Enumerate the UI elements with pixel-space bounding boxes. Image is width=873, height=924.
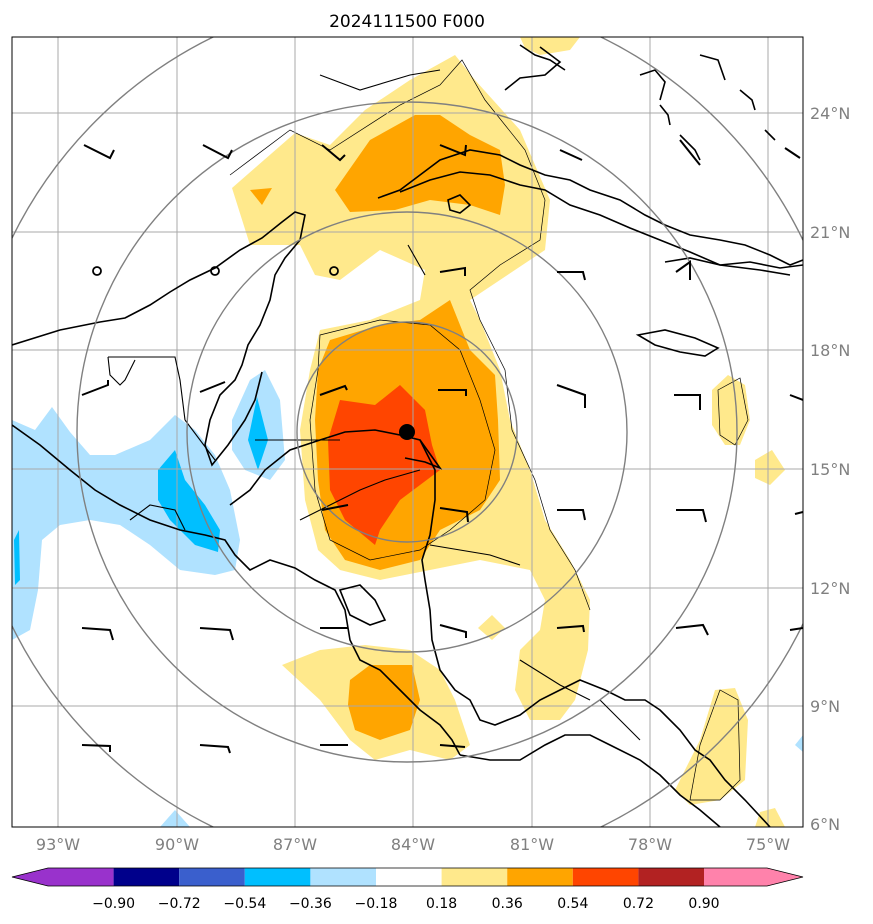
gulf-coast bbox=[504, 46, 562, 91]
x-tick-label: 75°W bbox=[746, 835, 790, 854]
map-frame bbox=[11, 36, 804, 828]
y-tick-label: 18°N bbox=[810, 341, 850, 360]
y-tick-label: 15°N bbox=[810, 460, 850, 479]
fill-level-neg018-bottom bbox=[160, 810, 190, 827]
x-tick-label: 84°W bbox=[391, 835, 435, 854]
colorbar-tick-label: −0.54 bbox=[223, 896, 266, 912]
cuba-coast bbox=[377, 149, 803, 266]
colorbar-tick-label: −0.90 bbox=[92, 896, 135, 912]
fill-level-018-far-se bbox=[675, 688, 748, 805]
colorbar-tick-label: 0.54 bbox=[557, 896, 588, 912]
colorbar: −0.90 −0.72 −0.54 −0.36 −0.18 0.18 0.36 … bbox=[11, 867, 804, 912]
bahamas-4 bbox=[679, 134, 701, 161]
fill-level-018-east bbox=[712, 375, 750, 445]
bahamas-1 bbox=[639, 69, 666, 101]
honduras-coast bbox=[229, 429, 443, 506]
colorbar-segment bbox=[376, 868, 442, 886]
fill-level-018-bottom bbox=[755, 808, 785, 827]
colorbar-segment bbox=[179, 868, 245, 886]
x-tick-label: 81°W bbox=[510, 835, 554, 854]
country-borders bbox=[107, 69, 641, 741]
colorbar-tick-label: −0.72 bbox=[158, 896, 201, 912]
fill-level-054-core bbox=[328, 385, 440, 545]
colorbar-segment bbox=[48, 868, 114, 886]
pacific-coast bbox=[12, 424, 461, 756]
colorbar-tick-label: 0.18 bbox=[426, 896, 457, 912]
colorbar-segment bbox=[244, 868, 311, 886]
nicaragua-coast bbox=[419, 439, 771, 827]
range-rings bbox=[12, 37, 803, 827]
yucatan-coast bbox=[12, 211, 306, 467]
y-tick-label: 24°N bbox=[810, 104, 850, 123]
x-tick-label: 90°W bbox=[155, 835, 199, 854]
colorbar-segment bbox=[507, 868, 573, 886]
bahamas-2 bbox=[699, 54, 726, 81]
fill-level-036-south bbox=[348, 665, 420, 740]
map-title: 2024111500 F000 bbox=[329, 12, 485, 32]
colorbar-tick-label: −0.18 bbox=[355, 896, 398, 912]
bahamas-5 bbox=[739, 89, 756, 111]
x-tick-label: 78°W bbox=[628, 835, 672, 854]
jamaica bbox=[635, 329, 720, 357]
isla-de-juventud bbox=[447, 194, 472, 214]
colorbar-segment bbox=[113, 868, 180, 886]
fill-level-neg018-right bbox=[795, 735, 803, 752]
south-america-coast bbox=[459, 734, 721, 827]
colorbar-tick-label: −0.36 bbox=[289, 896, 332, 912]
y-tick-label: 6°N bbox=[810, 815, 840, 834]
x-axis-labels: 93°W 90°W 87°W 84°W 81°W 78°W 75°W bbox=[36, 835, 790, 854]
fill-level-neg036-east bbox=[248, 397, 268, 470]
coastlines bbox=[12, 44, 803, 827]
colorbar-outline bbox=[11, 867, 804, 887]
x-tick-label: 87°W bbox=[273, 835, 317, 854]
colorbar-tick-label: 0.90 bbox=[688, 896, 719, 912]
y-tick-label: 9°N bbox=[810, 697, 840, 716]
colorbar-segment bbox=[572, 868, 639, 886]
colorbar-segment bbox=[638, 868, 704, 886]
y-tick-label: 21°N bbox=[810, 223, 850, 242]
fill-level-018-top bbox=[520, 37, 580, 55]
colorbar-segment bbox=[310, 868, 376, 886]
y-axis-labels: 24°N 21°N 18°N 15°N 12°N 9°N 6°N bbox=[810, 104, 850, 834]
bahamas-6 bbox=[764, 129, 776, 141]
map-area bbox=[12, 37, 803, 827]
positive-anomaly-fill bbox=[232, 37, 785, 827]
colorbar-tick-label: 0.72 bbox=[623, 896, 654, 912]
negative-anomaly-fill bbox=[12, 370, 803, 827]
fill-level-018-small bbox=[478, 615, 505, 640]
colorbar-extend-low bbox=[12, 868, 48, 886]
colorbar-segment bbox=[441, 868, 508, 886]
fill-level-neg036-west bbox=[158, 450, 220, 552]
y-tick-label: 12°N bbox=[810, 579, 850, 598]
colorbar-segment bbox=[704, 868, 767, 886]
colorbar-extend-high bbox=[767, 868, 803, 886]
x-tick-label: 93°W bbox=[36, 835, 80, 854]
hispaniola bbox=[664, 257, 803, 269]
fill-level-neg036-thin bbox=[14, 530, 20, 585]
wind-barbs bbox=[81, 139, 803, 754]
lake-nicaragua bbox=[338, 584, 387, 626]
cuba-south-coast bbox=[399, 171, 791, 276]
fill-level-018-se bbox=[755, 450, 785, 485]
fill-level-neg018-west bbox=[12, 407, 240, 640]
storm-center-marker bbox=[399, 424, 415, 440]
bahamas-3 bbox=[659, 104, 671, 126]
fill-level-036-small bbox=[250, 188, 272, 205]
fill-level-036-north bbox=[335, 115, 505, 215]
colorbar-tick-label: 0.36 bbox=[492, 896, 523, 912]
